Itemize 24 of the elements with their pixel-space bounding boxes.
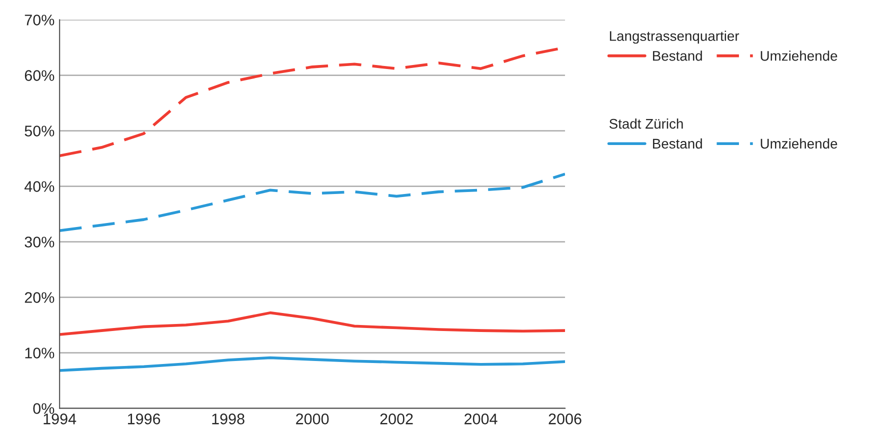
y-tick-label: 60% <box>24 70 54 81</box>
line-series <box>60 356 566 372</box>
legend-label: Bestand <box>653 50 702 61</box>
legend-label: Umziehende <box>760 138 838 149</box>
x-tick-label: 2004 <box>464 414 498 424</box>
line-series <box>60 172 566 232</box>
line-series <box>60 311 566 336</box>
x-tick-label: 2002 <box>380 414 413 424</box>
y-tick-label: 0% <box>33 403 54 414</box>
y-tick-label: 50% <box>24 126 54 136</box>
text: Langstrassenquartier <box>610 30 740 44</box>
text: Stadt Zürich <box>609 118 683 129</box>
x-tick-label: 2006 <box>548 414 582 424</box>
x-tick-label: 1998 <box>212 414 244 424</box>
x-tick-label: 1996 <box>128 414 160 424</box>
y-tick-label: 40% <box>24 181 54 192</box>
x-tick-label: 2000 <box>296 414 329 424</box>
y-tick-label: 70% <box>24 14 54 26</box>
legend-label: Bestand <box>653 138 702 149</box>
y-tick-label: 10% <box>25 348 54 358</box>
legend-label: Umziehende <box>760 50 838 61</box>
x-tick-label: 1994 <box>44 414 76 424</box>
y-tick-label: 20% <box>24 292 54 303</box>
y-tick-label: 30% <box>24 236 54 248</box>
